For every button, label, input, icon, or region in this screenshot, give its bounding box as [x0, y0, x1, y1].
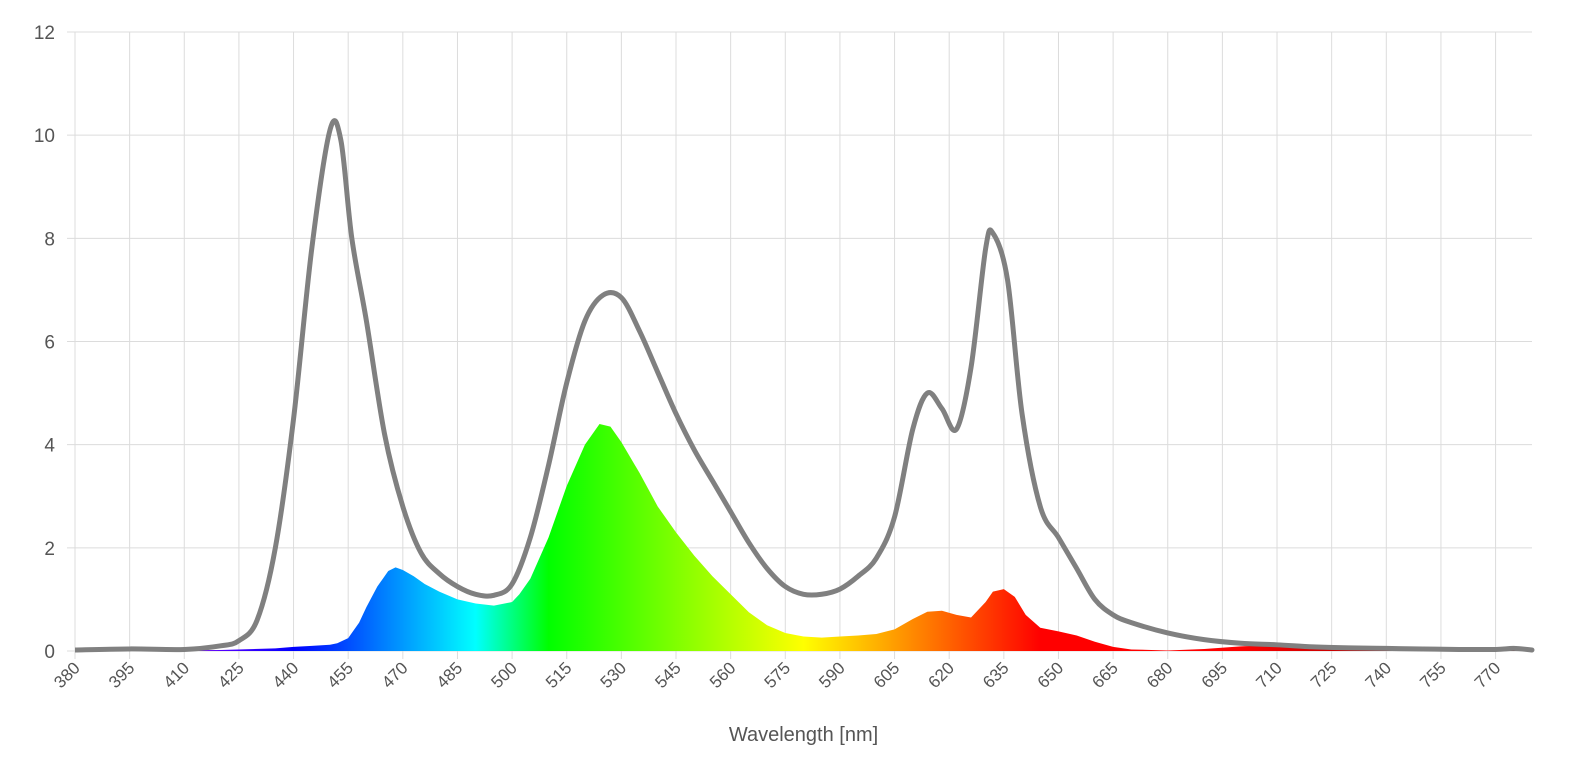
x-tick-label: 470	[378, 658, 411, 691]
x-tick-label: 755	[1416, 658, 1449, 691]
x-tick-label: 680	[1143, 658, 1176, 691]
y-tick-label: 10	[34, 126, 55, 147]
y-tick-label: 2	[44, 539, 55, 560]
x-tick-label: 710	[1252, 658, 1285, 691]
x-tick-label: 575	[761, 658, 794, 691]
x-axis-title: Wavelength [nm]	[729, 724, 878, 746]
x-tick-labels: 380 395 410 425 440 455 470 485 500 515 530 545 560 5…	[50, 658, 1504, 691]
x-tick-label: 500	[487, 658, 520, 691]
y-tick-label: 0	[44, 642, 55, 663]
x-tick-label: 695	[1198, 658, 1231, 691]
y-tick-label: 4	[44, 436, 55, 457]
spectral-area-layer	[75, 424, 1532, 651]
y-tick-label: 12	[34, 23, 55, 44]
x-tick-label: 455	[324, 658, 357, 691]
x-tick-label: 485	[433, 658, 466, 691]
x-tick-label: 425	[214, 658, 247, 691]
x-tick-label: 380	[50, 658, 83, 691]
x-tick-label: 620	[925, 658, 958, 691]
x-tick-label: 740	[1362, 658, 1395, 691]
x-tick-label: 650	[1034, 658, 1067, 691]
x-tick-label: 665	[1088, 658, 1121, 691]
y-tick-label: 6	[44, 333, 55, 354]
x-tick-label: 590	[815, 658, 848, 691]
y-tick-label: 8	[44, 229, 55, 250]
x-tick-label: 560	[706, 658, 739, 691]
x-tick-label: 605	[870, 658, 903, 691]
x-tick-label: 545	[651, 658, 684, 691]
y-tick-labels: 0 2 4 6 8 10 12	[34, 23, 56, 663]
x-tick-label: 770	[1471, 658, 1504, 691]
grid-lines	[67, 31, 1532, 659]
x-tick-label: 515	[542, 658, 575, 691]
x-tick-label: 395	[105, 658, 138, 691]
x-tick-label: 530	[597, 658, 630, 691]
x-tick-label: 410	[160, 658, 193, 691]
x-tick-label: 440	[269, 658, 302, 691]
x-tick-label: 635	[979, 658, 1012, 691]
spectrum-line-series	[75, 118, 1535, 653]
spectral-area-series	[75, 424, 1532, 651]
series-line-layer	[75, 118, 1535, 653]
x-tick-label: 725	[1307, 658, 1340, 691]
